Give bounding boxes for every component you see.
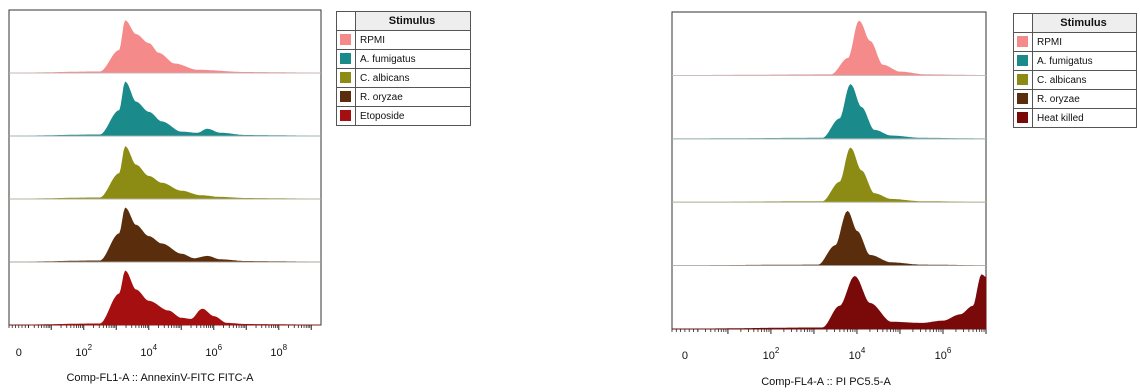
legend-label: R. oryzae [356, 88, 471, 107]
legend-row: R. oryzae [337, 88, 471, 107]
legend-row: C. albicans [337, 69, 471, 88]
x-tick-label: 102 [75, 343, 92, 359]
x-tick-label: 104 [849, 346, 866, 362]
right-plot-frame [672, 12, 986, 329]
left-histogram-panel: 0 102 104 106 108 Comp-FL1-A :: AnnexinV-FIT… [9, 10, 321, 384]
legend-row: C. albicans [1014, 71, 1137, 90]
right-x-axis-label: Comp-FL4-A :: PI PC5.5-A [761, 376, 891, 388]
x-tick-label: 106 [935, 346, 952, 362]
right-legend: Stimulus RPMI A. fumigatus C. albicans R… [1013, 13, 1137, 128]
legend-row: A. fumigatus [1014, 52, 1137, 71]
right-x-axis: 0 102 104 106 [672, 329, 986, 362]
legend-label: A. fumigatus [1033, 52, 1137, 71]
right-histogram-panel: 0 102 104 106 Comp-FL4-A :: PI PC5.5-A [672, 12, 986, 388]
x-tick-label: 102 [763, 346, 780, 362]
legend-title: Stimulus [356, 12, 471, 31]
legend-label: C. albicans [1033, 71, 1137, 90]
legend-swatch [1017, 36, 1028, 47]
left-x-axis: 0 102 104 106 108 [9, 325, 311, 359]
legend-label: RPMI [1033, 33, 1137, 52]
legend-label: A. fumigatus [356, 50, 471, 69]
legend-row: RPMI [337, 31, 471, 50]
x-tick-label: 104 [140, 343, 157, 359]
legend-swatch [1017, 74, 1028, 85]
x-tick-label: 106 [205, 343, 222, 359]
legend-row: A. fumigatus [337, 50, 471, 69]
x-tick-label: 0 [682, 350, 688, 362]
legend-label: Etoposide [356, 107, 471, 126]
legend-swatch [340, 72, 351, 83]
legend-label: C. albicans [356, 69, 471, 88]
legend-header-blank [1014, 14, 1033, 33]
left-legend: Stimulus RPMI A. fumigatus C. albicans R… [336, 11, 471, 126]
legend-label: RPMI [356, 31, 471, 50]
legend-row: Etoposide [337, 107, 471, 126]
x-tick-label: 108 [270, 343, 287, 359]
legend-row: R. oryzae [1014, 90, 1137, 109]
legend-header-blank [337, 12, 356, 31]
legend-label: Heat killed [1033, 109, 1137, 128]
legend-row: RPMI [1014, 33, 1137, 52]
legend-swatch [1017, 112, 1028, 123]
left-x-axis-label: Comp-FL1-A :: AnnexinV-FITC FITC-A [66, 372, 254, 384]
x-tick-label: 0 [16, 347, 22, 359]
legend-title: Stimulus [1033, 14, 1137, 33]
legend-row: Heat killed [1014, 109, 1137, 128]
legend-swatch [1017, 93, 1028, 104]
legend-swatch [340, 34, 351, 45]
legend-swatch [340, 91, 351, 102]
legend-swatch [340, 53, 351, 64]
legend-swatch [340, 110, 351, 121]
legend-swatch [1017, 55, 1028, 66]
legend-label: R. oryzae [1033, 90, 1137, 109]
